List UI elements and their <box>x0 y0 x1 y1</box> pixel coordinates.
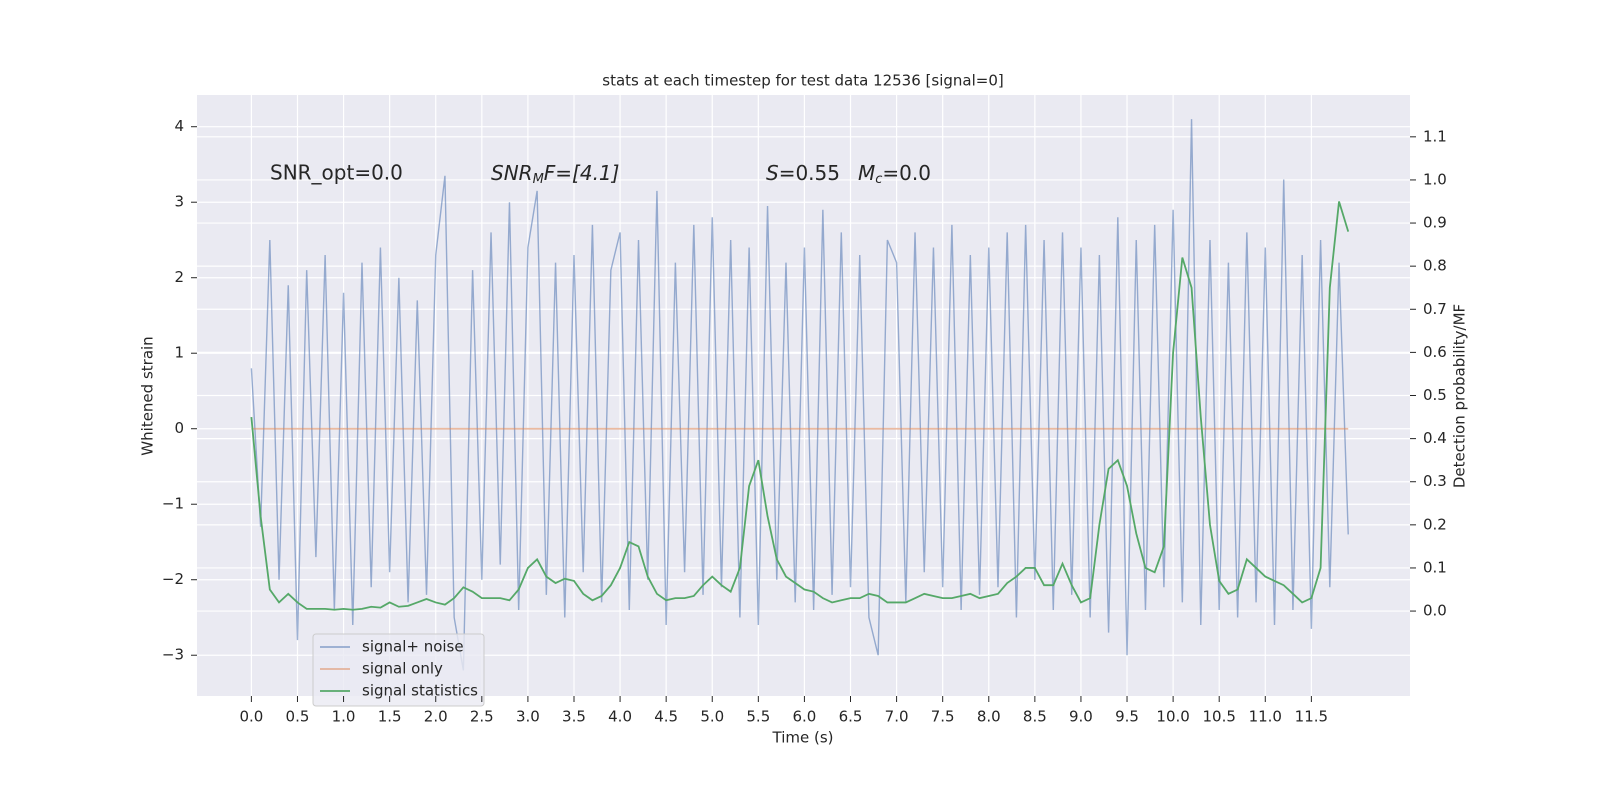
legend: signal+ noise signal only signal statistic… <box>312 633 485 707</box>
legend-label: signal statistics <box>362 682 478 700</box>
annotation: S=0.55 Mc=0.0 <box>766 161 931 187</box>
y2-tick-label: 0.9 <box>1423 214 1447 232</box>
x-tick-label: 6.5 <box>839 708 863 726</box>
chart-title: stats at each timestep for test data 125… <box>602 72 1003 90</box>
x-tick-label: 7.5 <box>931 708 955 726</box>
x-tick-label: 10.0 <box>1156 708 1189 726</box>
annotation: SNRMF=[4.1] <box>491 161 619 187</box>
x-tick-label: 8.5 <box>1023 708 1047 726</box>
annotation-part: M <box>533 172 544 187</box>
annotation-part: S <box>766 161 779 185</box>
x-tick-label: 2.5 <box>470 708 494 726</box>
y2-tick-label: 0.1 <box>1423 558 1447 576</box>
x-tick-label: 11.5 <box>1295 708 1328 726</box>
x-tick-label: 0.0 <box>239 708 263 726</box>
y2-tick-label: 0.2 <box>1423 515 1447 533</box>
series-line <box>250 201 1350 611</box>
x-tick-label: 5.0 <box>700 708 724 726</box>
y-tick-label: 0 <box>174 419 184 437</box>
y2-axis-label: Detection probability/MF <box>1451 304 1469 488</box>
annotation: SNR_opt=0.0 <box>270 161 403 185</box>
y2-tick-label: 0.0 <box>1423 602 1447 620</box>
y-tick-label: 3 <box>174 193 184 211</box>
x-tick-label: 4.5 <box>654 708 678 726</box>
annotation-part: M <box>858 161 875 185</box>
x-tick-label: 9.0 <box>1069 708 1093 726</box>
y2-tick-label: 0.5 <box>1423 386 1447 404</box>
y-tick-label: 2 <box>174 268 184 286</box>
legend-label: signal+ noise <box>362 638 464 656</box>
annotation-part: SNR <box>491 161 533 185</box>
y-tick-label: −1 <box>162 495 184 513</box>
x-tick-label: 4.0 <box>608 708 632 726</box>
y2-tick-label: 1.1 <box>1423 127 1447 145</box>
y2-tick-label: 1.0 <box>1423 170 1447 188</box>
grid <box>197 95 1410 696</box>
x-tick-label: 1.5 <box>378 708 402 726</box>
x-tick-label: 7.0 <box>885 708 909 726</box>
y-tick-label: −3 <box>162 646 184 664</box>
x-tick-label: 8.0 <box>977 708 1001 726</box>
y2-tick-label: 0.7 <box>1423 300 1447 318</box>
y-tick-label: −2 <box>162 570 184 588</box>
y2-tick-label: 0.3 <box>1423 472 1447 490</box>
x-tick-label: 10.5 <box>1202 708 1235 726</box>
y2-tick-label: 0.8 <box>1423 257 1447 275</box>
y2-tick-label: 0.4 <box>1423 429 1447 447</box>
annotation-part: F=[4.1] <box>544 161 620 185</box>
x-tick-label: 1.0 <box>332 708 356 726</box>
x-tick-label: 5.5 <box>746 708 770 726</box>
x-tick-label: 2.0 <box>424 708 448 726</box>
annotation-part: =0.0 <box>882 161 931 185</box>
marks <box>250 119 1350 671</box>
x-tick-label: 3.0 <box>516 708 540 726</box>
x-tick-label: 9.5 <box>1115 708 1139 726</box>
x-tick-label: 0.5 <box>286 708 310 726</box>
x-tick-label: 11.0 <box>1249 708 1282 726</box>
x-tick-label: 3.5 <box>562 708 586 726</box>
y-tick-label: 4 <box>174 117 184 135</box>
y-axis-label: Whitened strain <box>139 336 157 455</box>
x-tick-label: 6.0 <box>792 708 816 726</box>
x-axis-label: Time (s) <box>772 729 834 747</box>
y-tick-label: 1 <box>174 344 184 362</box>
y2-tick-label: 0.6 <box>1423 343 1447 361</box>
annotation-part: c <box>875 172 882 187</box>
legend-label: signal only <box>362 660 443 678</box>
annotation-part: =0.55 <box>779 161 840 185</box>
legend-box <box>312 633 485 707</box>
